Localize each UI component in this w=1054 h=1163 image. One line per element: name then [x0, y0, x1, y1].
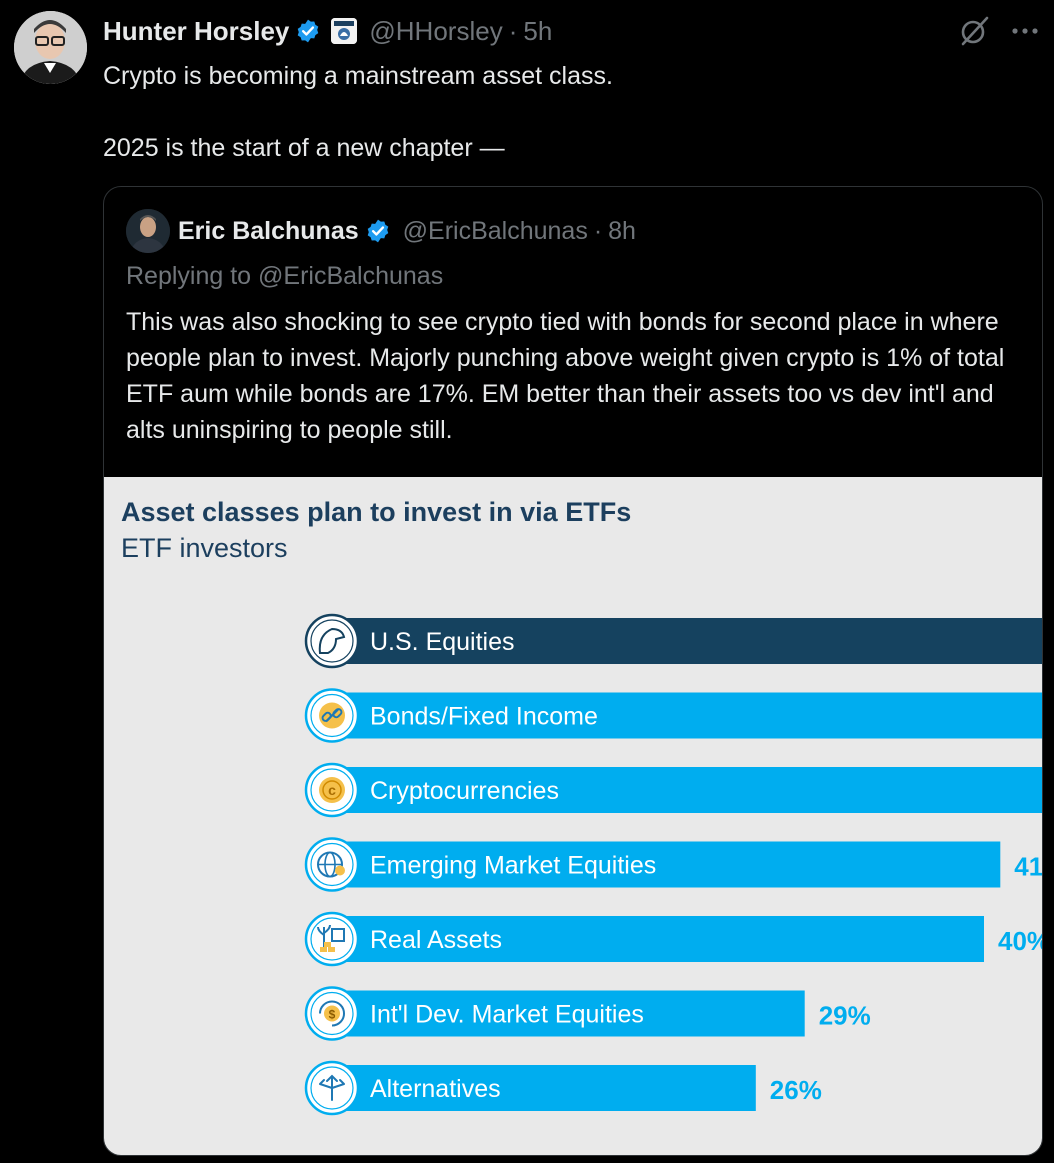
tweet-text-line-2: 2025 is the start of a new chapter —: [103, 134, 505, 162]
author-handle[interactable]: @HHorsley: [369, 15, 503, 46]
bar-label-5: Real Assets: [370, 926, 502, 954]
quote-post-time[interactable]: 8h: [608, 216, 636, 245]
value-label-5: 40%: [998, 926, 1043, 956]
affiliation-badge-icon[interactable]: [331, 18, 358, 44]
tweet-text: Crypto is becoming a mainstream asset cl…: [103, 58, 1023, 166]
grok-icon[interactable]: [958, 14, 992, 48]
bar-icon-circle-1: [304, 613, 360, 669]
bar-1: [332, 618, 1042, 664]
bar-icon-ring-7: [310, 1066, 354, 1110]
bar-label-1: U.S. Equities: [370, 628, 515, 656]
coin-icon: c: [319, 777, 345, 803]
quote-verified-badge-icon[interactable]: [365, 218, 391, 244]
tweet-text-line-1: Crypto is becoming a mainstream asset cl…: [103, 62, 613, 90]
quoted-tweet[interactable]: Eric Balchunas @EricBalchunas · 8h Reply…: [103, 186, 1043, 1156]
bar-5: [332, 916, 984, 962]
bar-icon-ring-3: [310, 768, 354, 812]
more-icon[interactable]: [1010, 16, 1040, 46]
tweet-actions-top: [958, 14, 1040, 48]
chart-title: Asset classes plan to invest in via ETFs: [121, 497, 632, 527]
chart-image[interactable]: Asset classes plan to invest in via ETFs…: [104, 477, 1043, 1155]
replying-to[interactable]: Replying to @EricBalchunas: [126, 262, 444, 290]
bar-icon-ring-2: [310, 693, 354, 738]
author-avatar[interactable]: [14, 11, 87, 84]
author-name[interactable]: Hunter Horsley: [103, 15, 290, 46]
bar-label-2: Bonds/Fixed Income: [370, 703, 598, 731]
bar-2: [332, 692, 1042, 739]
bar-icon-ring-5: [310, 917, 354, 961]
plant-gold-icon: [317, 924, 345, 952]
bar-6: [332, 990, 805, 1037]
bar-label-7: Alternatives: [370, 1075, 501, 1103]
dollar-cycle-icon: $: [319, 1000, 345, 1027]
bar-4: [332, 841, 1001, 888]
chain-link-icon: [319, 702, 345, 729]
globe-icon: [317, 851, 345, 878]
bar-label-4: Emerging Market Equities: [370, 852, 656, 880]
arrows-icon: [319, 1074, 345, 1101]
bar-3: [332, 767, 1042, 813]
value-label-6: 29%: [819, 1001, 871, 1031]
bar-label-3: Cryptocurrencies: [370, 777, 559, 805]
value-label-4: 41%: [1014, 852, 1043, 882]
quote-author-handle[interactable]: @EricBalchunas: [402, 216, 588, 245]
eagle-icon: [318, 627, 346, 654]
verified-badge-icon[interactable]: [295, 18, 321, 44]
post-time[interactable]: 5h: [523, 15, 553, 46]
bar-icon-ring-4: [310, 842, 354, 887]
quote-author-name[interactable]: Eric Balchunas: [178, 216, 359, 245]
bar-icon-ring-6: [310, 991, 354, 1036]
svg-text:$: $: [329, 1008, 336, 1022]
separator-dot: ·: [508, 15, 518, 46]
svg-text:c: c: [328, 782, 336, 798]
quote-text: This was also shocking to see crypto tie…: [126, 308, 1005, 444]
value-label-7: 26%: [770, 1075, 822, 1105]
quote-header: Eric Balchunas @EricBalchunas · 8h: [126, 209, 636, 253]
quote-separator-dot: ·: [593, 216, 603, 245]
tweet-header: Hunter Horsley @HHorsley · 5h: [103, 14, 552, 48]
bar-label-6: Int'l Dev. Market Equities: [370, 1001, 644, 1029]
chart-subtitle: ETF investors: [121, 533, 288, 563]
quote-author-avatar[interactable]: [126, 209, 170, 253]
bar-7: [332, 1065, 756, 1111]
bar-icon-ring-1: [310, 619, 354, 663]
bar-chart: U.S. Equities52%Bonds/Fixed Income45%cCr…: [304, 613, 1043, 1116]
